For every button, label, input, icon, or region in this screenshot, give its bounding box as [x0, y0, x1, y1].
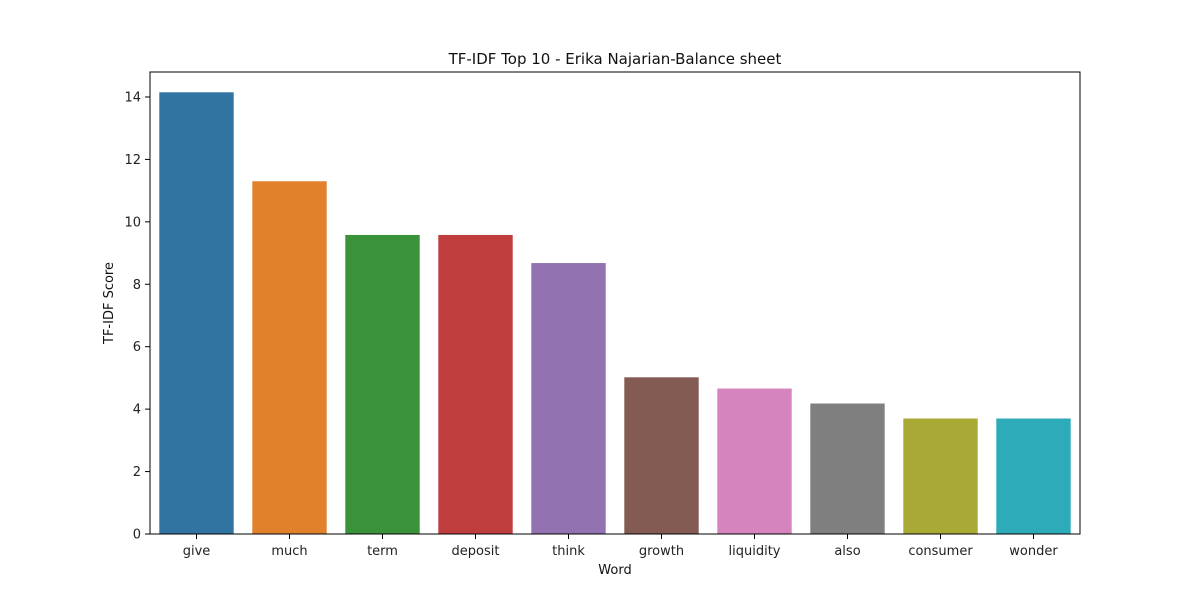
y-tick-label-4: 4 — [133, 403, 141, 418]
bars-group — [159, 92, 1071, 535]
x-tick-label-consumer: consumer — [908, 544, 973, 559]
x-axis-label: Word — [598, 563, 631, 578]
bar-give — [159, 92, 234, 535]
y-tick-label-2: 2 — [133, 465, 141, 480]
x-tick-label-deposit: deposit — [452, 544, 500, 559]
plot-frame — [149, 71, 1081, 535]
x-axis-ticks: give much term deposit think growth liquidity a… — [183, 534, 1058, 559]
y-tick-label-0: 0 — [133, 528, 141, 543]
y-tick-label-6: 6 — [133, 340, 141, 355]
x-tick-label-term: term — [367, 544, 398, 559]
y-tick-label-14: 14 — [124, 90, 141, 105]
x-tick-label-liquidity: liquidity — [729, 544, 781, 559]
y-tick-label-8: 8 — [133, 278, 141, 293]
chart-title: TF-IDF Top 10 - Erika Najarian-Balance s… — [448, 50, 782, 68]
x-tick-label-give: give — [183, 544, 211, 559]
y-axis-label: TF-IDF Score — [102, 262, 117, 345]
bar-growth — [624, 377, 699, 534]
x-tick-label-think: think — [552, 544, 585, 559]
bar-term — [345, 234, 420, 534]
y-tick-label-10: 10 — [124, 215, 141, 230]
y-tick-label-12: 12 — [124, 153, 141, 168]
bar-much — [252, 181, 327, 534]
x-tick-label-also: also — [834, 544, 860, 559]
bar-liquidity — [717, 388, 792, 534]
y-axis-ticks: 0 2 4 6 8 10 12 14 — [124, 90, 150, 543]
bar-also — [810, 403, 885, 534]
x-tick-label-growth: growth — [639, 544, 684, 559]
bar-wonder — [996, 418, 1071, 534]
bar-consumer — [903, 418, 978, 534]
x-tick-label-wonder: wonder — [1009, 544, 1058, 559]
bar-deposit — [438, 234, 513, 534]
x-tick-label-much: much — [271, 544, 307, 559]
bar-think — [531, 263, 606, 534]
